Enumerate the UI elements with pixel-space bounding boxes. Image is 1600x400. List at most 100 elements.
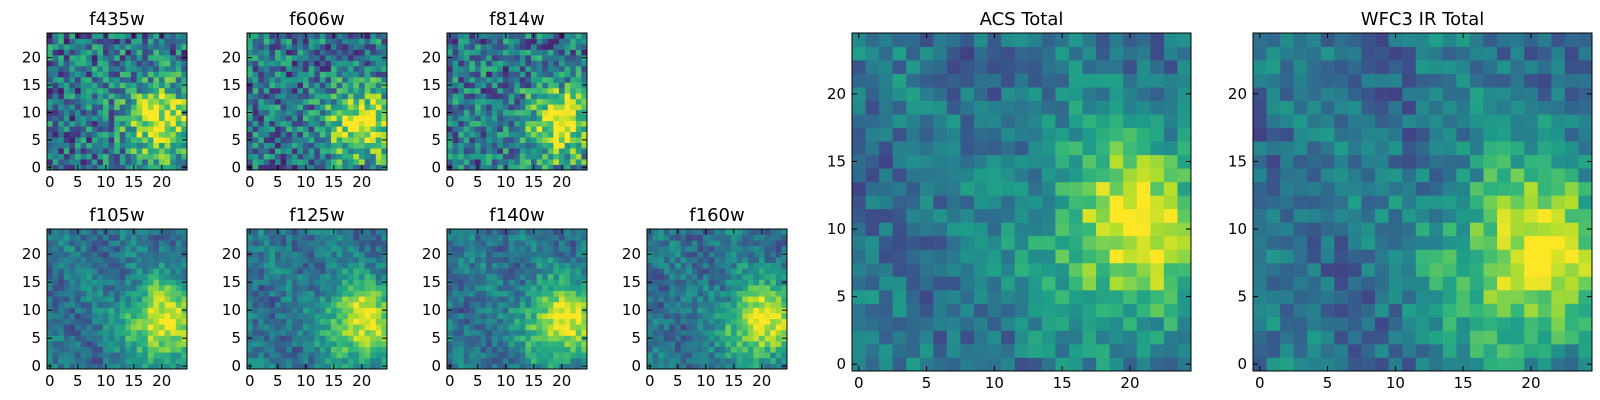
heatmap-cell — [865, 168, 880, 183]
heatmap-cell — [269, 313, 276, 319]
heatmap-cell — [531, 301, 537, 308]
heatmap-cell — [75, 352, 81, 359]
heatmap-cell — [258, 290, 265, 297]
heatmap-cell — [275, 104, 281, 111]
heatmap-cell — [170, 262, 177, 269]
heatmap-cell — [52, 49, 59, 56]
heatmap-cell — [731, 257, 737, 263]
heatmap-cell — [108, 262, 115, 269]
heatmap-cell — [452, 93, 459, 100]
heatmap-cell — [514, 329, 521, 336]
heatmap-cell — [275, 240, 281, 247]
heatmap-cell — [503, 60, 509, 67]
heatmap-cell — [69, 296, 76, 303]
heatmap-cell — [536, 87, 543, 94]
heatmap-cell — [291, 335, 298, 342]
heatmap-cell — [447, 159, 453, 165]
heatmap-cell — [80, 363, 87, 370]
heatmap-cell — [47, 76, 53, 83]
heatmap-cell — [703, 290, 709, 297]
heatmap-cell — [375, 164, 382, 171]
heatmap-cell — [1109, 222, 1124, 237]
heatmap-cell — [663, 313, 670, 319]
heatmap-cell — [480, 273, 487, 280]
heatmap-cell — [303, 329, 309, 336]
heatmap-cell — [652, 296, 659, 303]
heatmap-cell — [291, 229, 298, 235]
heatmap-cell — [519, 104, 526, 111]
heatmap-cell — [153, 131, 160, 138]
heatmap-cell — [153, 245, 160, 252]
heatmap-cell — [708, 341, 715, 347]
heatmap-cell — [525, 234, 532, 241]
heatmap-cell — [347, 290, 354, 297]
heatmap-cell — [136, 234, 143, 241]
heatmap-cell — [258, 329, 265, 336]
heatmap-cell — [514, 87, 521, 94]
heatmap-cell — [269, 159, 276, 165]
heatmap-cell — [319, 33, 326, 39]
heatmap-cell — [319, 76, 326, 83]
heatmap-cell — [297, 33, 304, 39]
heatmap-cell — [1082, 235, 1097, 250]
heatmap-cell — [164, 43, 171, 50]
heatmap-cell — [1068, 208, 1083, 223]
heatmap-cell — [86, 54, 93, 61]
heatmap-cell — [308, 313, 315, 319]
heatmap-cell — [325, 142, 332, 149]
heatmap-cell — [308, 262, 315, 269]
heatmap-cell — [75, 268, 81, 275]
heatmap-cell — [336, 104, 343, 111]
heatmap-cell — [252, 164, 259, 171]
heatmap-cell — [452, 363, 459, 370]
heatmap-cell — [181, 262, 188, 269]
heatmap-cell — [119, 285, 126, 291]
heatmap-cell — [347, 120, 354, 127]
heatmap-cell — [719, 273, 726, 280]
heatmap-cell — [58, 273, 65, 280]
heatmap-cell — [781, 301, 788, 308]
heatmap-cell — [987, 276, 1002, 291]
heatmap-cell — [319, 352, 326, 359]
heatmap-cell — [297, 93, 304, 100]
heatmap-cell — [736, 352, 743, 359]
heatmap-cell — [308, 341, 315, 347]
heatmap-cell — [469, 142, 476, 149]
heatmap-cell — [564, 324, 571, 331]
heatmap-cell — [491, 109, 498, 116]
heatmap-cell — [175, 93, 182, 100]
heatmap-cell — [575, 240, 582, 247]
heatmap-cell — [764, 251, 771, 258]
heatmap-cell — [69, 335, 76, 342]
heatmap-cell — [181, 49, 188, 56]
heatmap-cell — [775, 363, 782, 370]
heatmap-cell — [547, 324, 554, 331]
heatmap-cell — [364, 131, 371, 138]
heatmap-cell — [503, 268, 509, 275]
heatmap-cell — [164, 301, 171, 308]
heatmap-cell — [247, 153, 253, 160]
heatmap-cell — [480, 257, 487, 263]
heatmap-cell — [1163, 235, 1178, 250]
heatmap-cell — [97, 341, 104, 347]
heatmap-cell — [91, 131, 98, 138]
heatmap-cell — [286, 43, 293, 50]
heatmap-cell — [463, 93, 470, 100]
heatmap-cell — [1150, 222, 1165, 237]
heatmap-cell — [575, 341, 582, 347]
heatmap-cell — [375, 142, 382, 149]
heatmap-cell — [159, 148, 165, 154]
y-tick-label: 15 — [222, 76, 241, 94]
heatmap-cell — [80, 87, 87, 94]
heatmap-cell — [125, 290, 132, 297]
heatmap-cell — [892, 181, 907, 196]
heatmap-cell — [159, 60, 165, 67]
heatmap-cell — [175, 164, 182, 171]
heatmap-cell — [475, 335, 481, 342]
heatmap-cell — [303, 109, 309, 116]
heatmap-cell — [52, 43, 59, 50]
heatmap-cell — [469, 268, 476, 275]
heatmap-cell — [663, 318, 670, 325]
heatmap-cell — [519, 290, 526, 297]
heatmap-cell — [764, 341, 771, 347]
